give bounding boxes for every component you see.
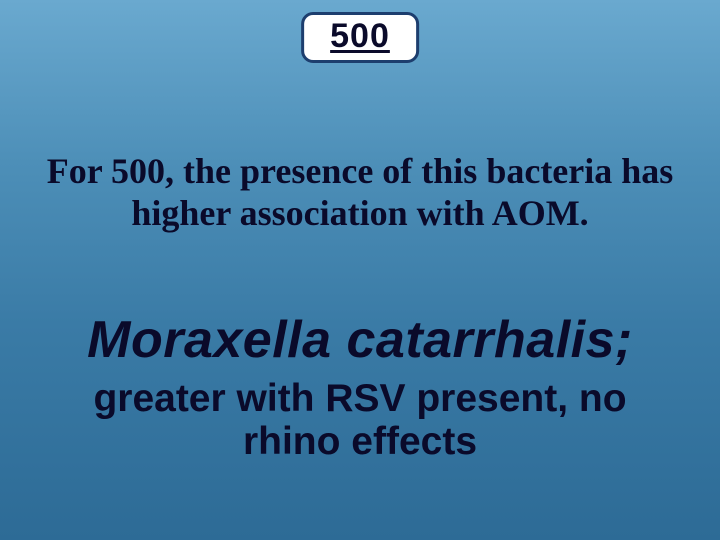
answer-main: Moraxella catarrhalis; (0, 310, 720, 370)
points-value: 500 (330, 17, 390, 55)
clue-text: For 500, the presence of this bacteria h… (0, 150, 720, 235)
answer-sub: greater with RSV present, no rhino effec… (0, 378, 720, 464)
points-badge: 500 (301, 12, 419, 63)
